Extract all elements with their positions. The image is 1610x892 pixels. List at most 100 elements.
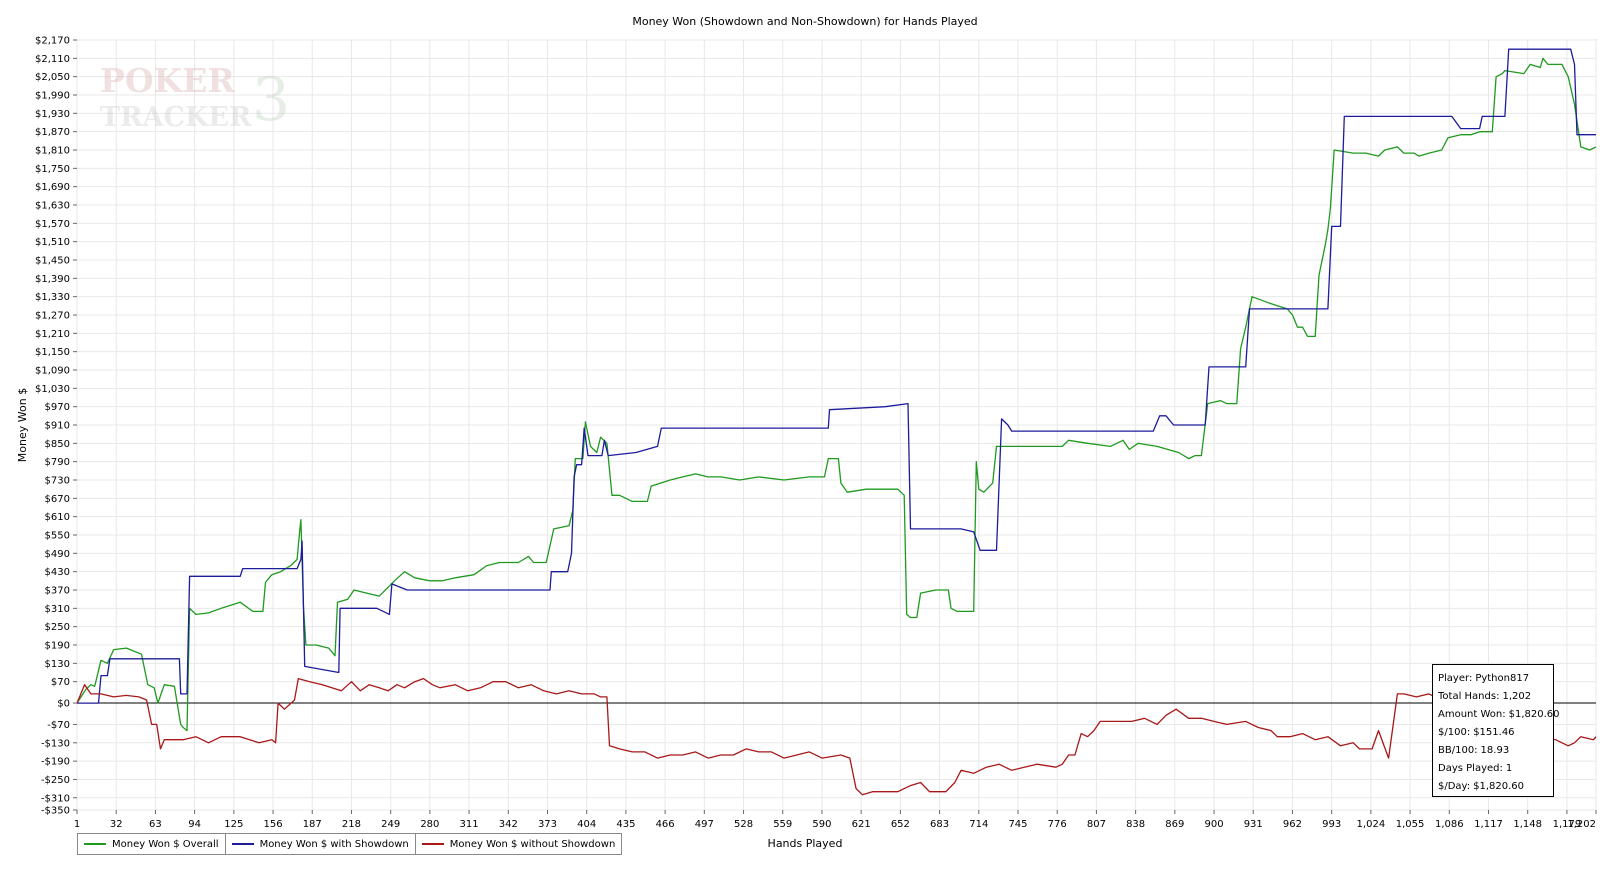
y-axis-title: Money Won $	[16, 388, 29, 462]
legend-item: Money Won $ Overall	[78, 834, 226, 854]
legend-label: Money Won $ Overall	[112, 838, 219, 850]
y-tick-label: $490	[45, 549, 70, 560]
y-tick-label: -$250	[41, 775, 70, 786]
chart-title: Money Won (Showdown and Non-Showdown) fo…	[632, 15, 977, 28]
legend-label: Money Won $ with Showdown	[259, 838, 409, 850]
y-tick-label: $970	[45, 402, 70, 413]
y-tick-label: $1,810	[35, 146, 70, 157]
x-tick-label: 280	[420, 819, 439, 830]
y-tick-label: $610	[45, 512, 70, 523]
legend-label: Money Won $ without Showdown	[449, 838, 616, 850]
y-tick-label: $1,630	[35, 201, 70, 212]
y-tick-label: $1,330	[35, 292, 70, 303]
stats-label: $/Day:	[1438, 781, 1471, 792]
y-tick-label: $1,690	[35, 182, 70, 193]
x-tick-label: 156	[263, 819, 282, 830]
y-tick-label: $1,870	[35, 127, 70, 138]
x-tick-label: 1,179	[1553, 819, 1582, 830]
y-tick-label: $910	[45, 421, 70, 432]
x-tick-label: 590	[812, 819, 831, 830]
x-tick-label: 528	[734, 819, 753, 830]
y-tick-label: $190	[45, 641, 70, 652]
x-axis-ticks: 1 32 63 94 125 156 187 218 249 280 311 342 373 404 435…	[74, 810, 1597, 830]
stats-label: Amount Won:	[1438, 709, 1506, 720]
y-tick-label: $2,110	[35, 54, 70, 65]
logo-text-tracker: TRACKER	[100, 102, 252, 130]
stats-row: $/Day: $1,820.60	[1438, 778, 1548, 796]
x-tick-label: 187	[303, 819, 322, 830]
stats-value: $1,820.60	[1473, 781, 1525, 792]
x-tick-label: 342	[499, 819, 518, 830]
y-tick-label: $1,930	[35, 109, 70, 120]
y-tick-label: $850	[45, 439, 70, 450]
y-tick-label: $1,150	[35, 347, 70, 358]
y-tick-label: -$190	[41, 757, 70, 768]
legend-swatch	[84, 843, 106, 845]
x-tick-label: 838	[1126, 819, 1145, 830]
legend-swatch	[421, 843, 444, 845]
y-tick-label: -$130	[41, 738, 70, 749]
y-tick-label: $1,570	[35, 219, 70, 230]
stats-row: Total Hands: 1,202	[1438, 688, 1548, 706]
y-tick-label: $1,750	[35, 164, 70, 175]
x-tick-label: 1,202	[1567, 819, 1596, 830]
stats-row: Player: Python817	[1438, 670, 1548, 688]
y-tick-label: $310	[45, 604, 70, 615]
y-tick-label: $250	[45, 622, 70, 633]
x-tick-label: 776	[1048, 819, 1067, 830]
stats-value: $151.46	[1473, 727, 1515, 738]
stats-label: Player:	[1438, 673, 1473, 684]
y-tick-label: $1,450	[35, 256, 70, 267]
stats-value: 1,202	[1502, 691, 1532, 702]
x-axis-title: Hands Played	[768, 837, 843, 850]
x-tick-label: 621	[852, 819, 871, 830]
poker-tracker-logo: POKER TRACKER 3	[100, 58, 300, 135]
legend-item: Money Won $ without Showdown	[416, 834, 622, 854]
legend-item: Money Won $ with Showdown	[226, 834, 416, 854]
x-tick-label: 962	[1283, 819, 1302, 830]
y-tick-label: $1,030	[35, 384, 70, 395]
x-tick-label: 559	[773, 819, 792, 830]
stats-label: Days Played:	[1438, 763, 1503, 774]
x-tick-label: 94	[188, 819, 201, 830]
x-tick-label: 1,148	[1513, 819, 1542, 830]
chart-legend: Money Won $ Overall Money Won $ with Show…	[77, 833, 623, 855]
x-tick-label: 1,055	[1396, 819, 1425, 830]
stats-value: 18.93	[1480, 745, 1510, 756]
x-tick-label: 1,117	[1474, 819, 1503, 830]
series-lines	[76, 48, 1597, 796]
series-line-without-showdown	[76, 677, 1597, 796]
y-tick-label: -$70	[47, 720, 70, 731]
x-tick-label: 1,024	[1357, 819, 1386, 830]
y-tick-label: $0	[57, 699, 70, 710]
legend-swatch	[231, 843, 254, 845]
y-tick-label: $1,090	[35, 366, 70, 377]
y-tick-label: $670	[45, 494, 70, 505]
x-tick-label: 466	[656, 819, 675, 830]
stats-label: $/100:	[1438, 727, 1471, 738]
stats-label: BB/100:	[1438, 745, 1478, 756]
series-line-with-showdown	[77, 48, 1596, 704]
x-tick-label: 435	[616, 819, 635, 830]
x-tick-label: 125	[224, 819, 243, 830]
y-tick-label: $1,990	[35, 91, 70, 102]
y-tick-label: $70	[51, 677, 70, 688]
player-stats-box: Player: Python817 Total Hands: 1,202 Amount …	[1432, 664, 1560, 797]
x-tick-label: 993	[1322, 819, 1341, 830]
x-tick-label: 249	[381, 819, 400, 830]
x-tick-label: 931	[1244, 819, 1263, 830]
x-tick-label: 683	[930, 819, 949, 830]
y-tick-label: $2,050	[35, 72, 70, 83]
series-line-overall	[76, 57, 1597, 732]
y-tick-label: $550	[45, 531, 70, 542]
x-tick-label: 373	[538, 819, 557, 830]
stats-row: $/100: $151.46	[1438, 724, 1548, 742]
x-tick-label: 1	[74, 819, 80, 830]
x-tick-label: 497	[695, 819, 714, 830]
stats-row: BB/100: 18.93	[1438, 742, 1548, 760]
stats-row: Days Played: 1	[1438, 760, 1548, 778]
stats-value: Python817	[1475, 673, 1530, 684]
stats-value: $1,820.60	[1508, 709, 1560, 720]
y-tick-label: $1,270	[35, 311, 70, 322]
x-tick-label: 807	[1087, 819, 1106, 830]
